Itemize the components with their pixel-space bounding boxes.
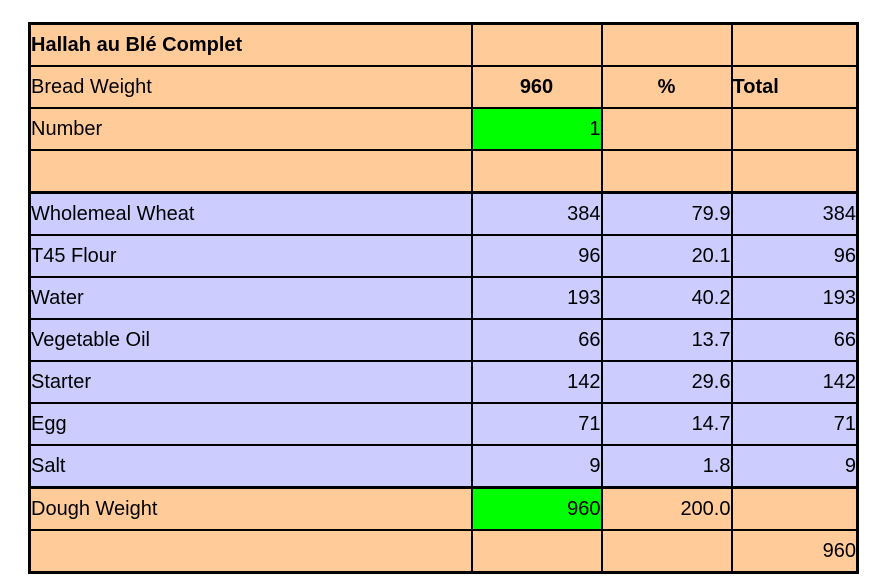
empty-cell [730,486,859,531]
ingredient-weight: 193 [470,276,603,320]
ingredient-row: Starter 142 29.6 142 [28,360,859,404]
ingredient-total: 96 [730,234,859,278]
ingredient-name: Wholemeal Wheat [28,191,473,236]
ingredient-total: 71 [730,402,859,446]
title-row: Hallah au Blé Complet [28,22,859,67]
bread-weight-value: 960 [470,65,603,109]
ingredient-weight: 384 [470,191,603,236]
percent-column-header: % [600,65,733,109]
ingredient-row: Wholemeal Wheat 384 79.9 384 [28,191,859,236]
ingredient-row: Vegetable Oil 66 13.7 66 [28,318,859,362]
empty-cell [600,107,733,151]
grand-total-row: 960 [28,529,859,574]
number-input-cell[interactable]: 1 [470,107,603,151]
ingredient-weight: 96 [470,234,603,278]
recipe-table: Hallah au Blé Complet Bread Weight 960 %… [28,22,859,574]
ingredient-weight: 71 [470,402,603,446]
ingredient-percent: 14.7 [600,402,733,446]
grand-total-value: 960 [730,529,859,574]
ingredient-total: 142 [730,360,859,404]
total-column-header: Total [730,65,859,109]
empty-cell [730,149,859,194]
ingredient-weight: 142 [470,360,603,404]
empty-cell [730,107,859,151]
ingredient-percent: 13.7 [600,318,733,362]
ingredient-name: Egg [28,402,473,446]
ingredient-name: Vegetable Oil [28,318,473,362]
ingredient-name: Water [28,276,473,320]
empty-cell [730,22,859,67]
ingredient-total: 66 [730,318,859,362]
empty-cell [28,149,473,194]
header-row: Bread Weight 960 % Total [28,65,859,109]
dough-weight-percent: 200.0 [600,486,733,531]
spacer-row [28,149,859,194]
empty-cell [470,149,603,194]
ingredient-name: T45 Flour [28,234,473,278]
spreadsheet: Hallah au Blé Complet Bread Weight 960 %… [28,22,859,574]
ingredient-row: Egg 71 14.7 71 [28,402,859,446]
dough-weight-input-cell[interactable]: 960 [470,486,603,531]
ingredient-name: Salt [28,444,473,489]
bread-weight-label: Bread Weight [28,65,473,109]
ingredient-percent: 20.1 [600,234,733,278]
empty-cell [600,149,733,194]
ingredient-row: T45 Flour 96 20.1 96 [28,234,859,278]
ingredient-total: 9 [730,444,859,489]
recipe-title: Hallah au Blé Complet [28,22,473,67]
ingredient-weight: 66 [470,318,603,362]
empty-cell [470,529,603,574]
ingredient-total: 384 [730,191,859,236]
number-row: Number 1 [28,107,859,151]
dough-weight-row: Dough Weight 960 200.0 [28,486,859,531]
empty-cell [28,529,473,574]
ingredient-total: 193 [730,276,859,320]
empty-cell [470,22,603,67]
empty-cell [600,22,733,67]
ingredient-weight: 9 [470,444,603,489]
ingredient-percent: 1.8 [600,444,733,489]
ingredient-row: Salt 9 1.8 9 [28,444,859,489]
ingredient-percent: 40.2 [600,276,733,320]
ingredient-name: Starter [28,360,473,404]
dough-weight-label: Dough Weight [28,486,473,531]
empty-cell [600,529,733,574]
ingredient-row: Water 193 40.2 193 [28,276,859,320]
ingredient-percent: 79.9 [600,191,733,236]
ingredient-percent: 29.6 [600,360,733,404]
number-label: Number [28,107,473,151]
